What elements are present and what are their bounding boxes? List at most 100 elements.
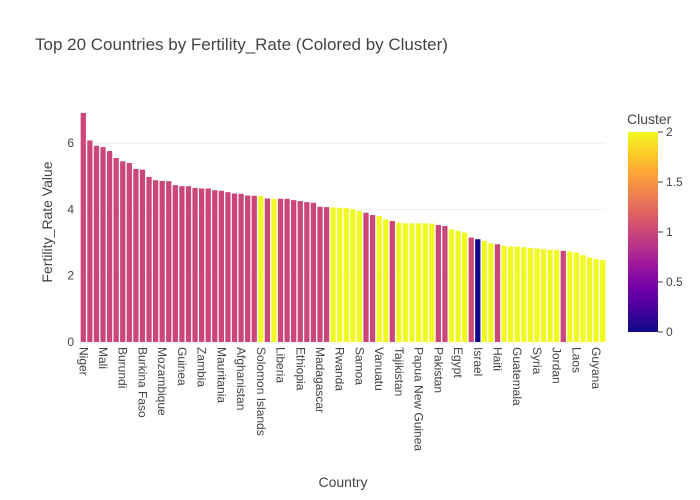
bar [337, 207, 343, 342]
bar [284, 198, 290, 342]
x-tick-label: Niger [76, 347, 90, 376]
bar [113, 158, 119, 342]
bar [508, 246, 514, 342]
x-tick-label: Madagascar [313, 347, 327, 413]
colorbar-gradient [628, 132, 658, 332]
x-tick-label: Guinea [175, 347, 189, 386]
bar [172, 185, 178, 342]
bar [554, 250, 560, 342]
bar [376, 216, 382, 342]
bar [218, 190, 224, 342]
bar [402, 223, 409, 342]
bar [199, 188, 205, 342]
bar [369, 215, 376, 342]
bar [363, 212, 369, 342]
bar [540, 249, 547, 342]
bar [481, 240, 487, 342]
x-tick-label: Pakistan [431, 347, 445, 393]
bars [80, 112, 606, 342]
bar [494, 244, 501, 342]
bar [396, 222, 402, 342]
chart-title: Top 20 Countries by Fertility_Rate (Colo… [35, 35, 448, 54]
bar [475, 239, 481, 342]
bar [238, 193, 244, 342]
bar [291, 200, 297, 342]
bar [429, 223, 435, 342]
x-tick-label: Guyana [589, 347, 603, 389]
bar [527, 247, 534, 342]
bar [139, 169, 146, 342]
x-tick-label: Ethiopia [293, 347, 307, 391]
colorbar-title: Cluster [627, 111, 672, 127]
colorbar-tick-label: 1.5 [666, 175, 683, 189]
x-tick-label: Egypt [451, 347, 465, 378]
colorbar-tick-label: 0 [666, 325, 673, 339]
y-tick-label: 6 [67, 136, 74, 150]
bar [80, 112, 86, 342]
colorbar: Cluster 0 0.5 1 1.5 2 [627, 111, 683, 339]
x-tick-label: Afghanistan [234, 347, 248, 410]
bar [600, 260, 606, 342]
x-tick-label: Solomon Islands [254, 347, 268, 436]
bar [205, 188, 211, 342]
x-tick-label: Syria [530, 347, 544, 375]
bar [343, 208, 349, 342]
bar [593, 259, 599, 342]
bar [468, 237, 474, 342]
bar [166, 181, 172, 342]
bar [586, 257, 593, 342]
bar [179, 186, 185, 342]
bar [317, 206, 323, 342]
x-tick-label: Tajikistan [392, 347, 406, 396]
bar [126, 162, 132, 342]
bar [356, 211, 363, 342]
bar [488, 243, 494, 342]
x-tick-label: Liberia [274, 347, 288, 383]
colorbar-tick-label: 2 [666, 125, 673, 139]
x-tick-label: Burkina Faso [135, 347, 149, 418]
bar [330, 207, 336, 342]
y-axis-ticks: 0 2 4 6 [67, 136, 74, 349]
bar [159, 180, 165, 342]
bar [435, 224, 441, 342]
bar [350, 209, 356, 342]
bar [87, 140, 93, 342]
x-tick-label: Israel [471, 347, 485, 376]
bar [251, 195, 257, 342]
bar [567, 251, 573, 342]
x-tick-label: Mali [96, 347, 110, 369]
bar [100, 147, 106, 342]
x-axis-ticks: Niger Mali Burundi Burkina Faso Mozambique Gu… [76, 347, 603, 451]
bar [152, 180, 159, 342]
colorbar-tick-label: 0.5 [666, 275, 683, 289]
bar [231, 193, 238, 342]
x-tick-label: Zambia [195, 347, 209, 387]
bar [521, 247, 527, 342]
bar [277, 198, 284, 342]
bar [415, 223, 422, 342]
x-tick-label: Laos [569, 347, 583, 373]
bar [534, 248, 540, 342]
x-tick-label: Mozambique [155, 347, 169, 416]
y-tick-label: 0 [67, 335, 74, 349]
bar [297, 201, 303, 342]
bar [409, 223, 415, 342]
bar [245, 195, 251, 342]
bar [212, 190, 218, 342]
bar [573, 252, 580, 342]
bar [442, 225, 448, 342]
bar [258, 196, 264, 342]
bar [120, 161, 126, 342]
bar [422, 223, 428, 342]
bar [455, 230, 461, 342]
x-axis-title: Country [318, 474, 367, 490]
bar [310, 202, 317, 342]
x-tick-label: Guatemala [510, 347, 524, 406]
bar [192, 187, 198, 342]
bar [323, 207, 330, 342]
x-tick-label: Vanuatu [372, 347, 386, 391]
bar [383, 219, 389, 342]
bar [146, 176, 152, 342]
x-tick-label: Jordan [550, 347, 564, 384]
